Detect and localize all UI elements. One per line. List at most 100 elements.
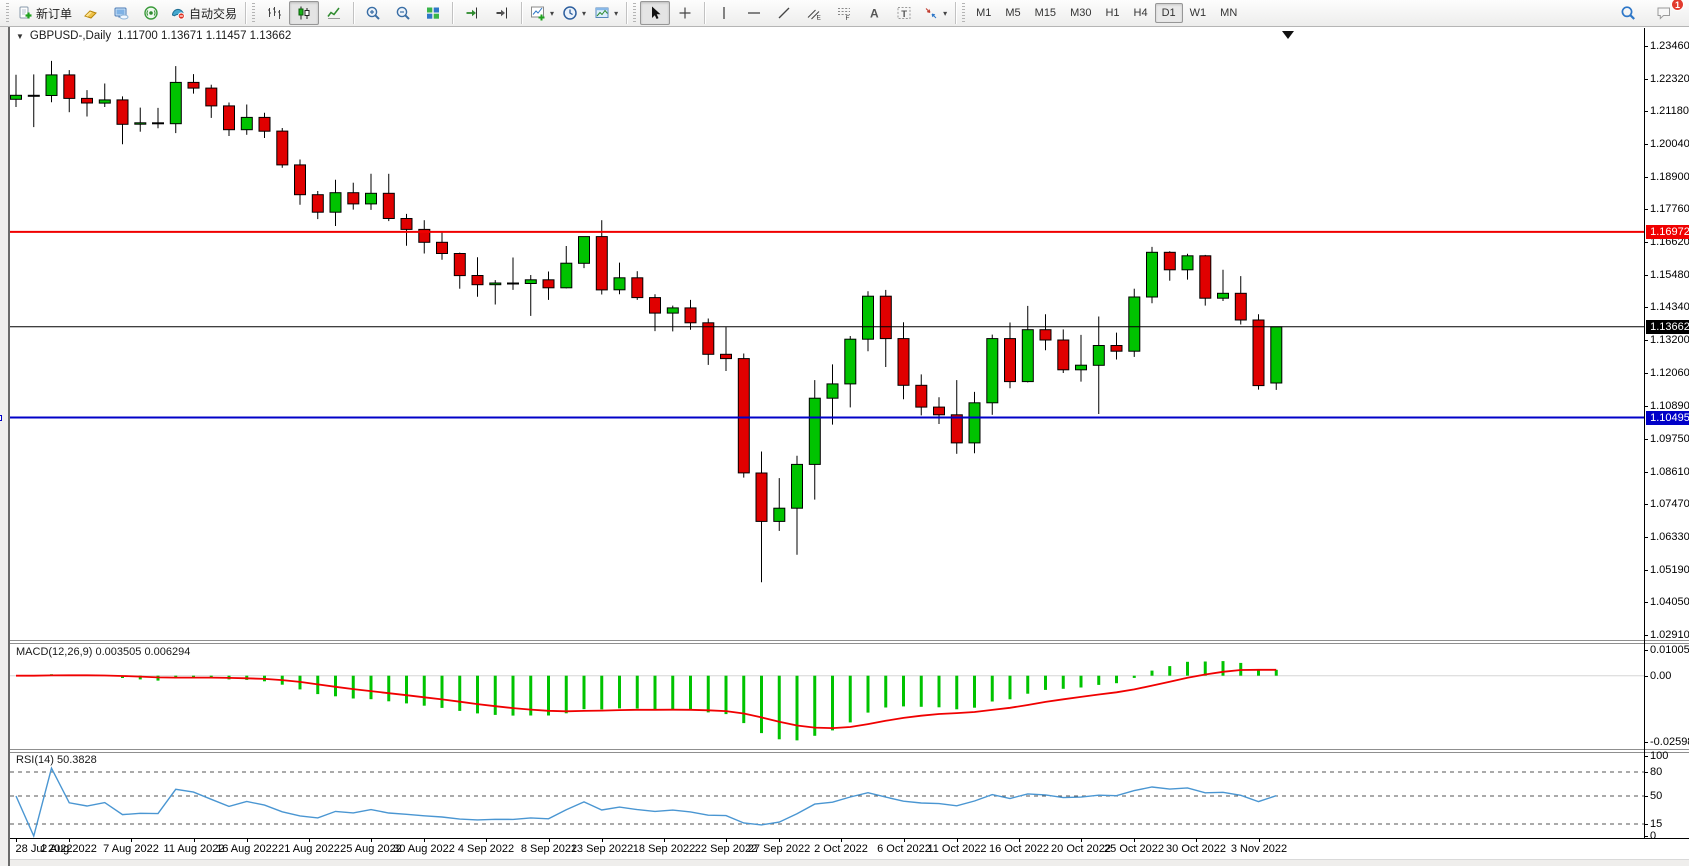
- periods-button[interactable]: ▾: [558, 1, 590, 25]
- crosshair-button[interactable]: [670, 1, 700, 25]
- templates-button[interactable]: ▾: [590, 1, 622, 25]
- timeframe-M15[interactable]: M15: [1034, 7, 1057, 19]
- price-axis-tick: [1644, 340, 1648, 341]
- date-label: 11 Aug 2022: [163, 843, 225, 855]
- rsi-pane[interactable]: [10, 752, 1644, 838]
- chart-shift-button[interactable]: [487, 1, 517, 25]
- zoom-out-button[interactable]: [388, 1, 418, 25]
- trendline-icon: [776, 5, 792, 21]
- rsi-value: 50.3828: [56, 754, 97, 766]
- cursor-button[interactable]: [640, 1, 671, 25]
- price-chart-canvas[interactable]: [10, 28, 1644, 640]
- date-label: 27 Sep 2022: [747, 843, 811, 855]
- svg-text:F: F: [846, 15, 850, 21]
- macd-axis-label: 0.00: [1650, 670, 1672, 682]
- price-axis-label: 1.07470: [1650, 498, 1689, 510]
- time-axis-tick: [664, 838, 665, 842]
- macd-axis-tick: [1644, 650, 1648, 651]
- toolbar-grip[interactable]: [6, 3, 9, 23]
- zoom-out-icon: [395, 5, 411, 21]
- timeframe-toolbar: M1 M5 M15 M30 H1 H4 D1 W1 MN: [969, 3, 1244, 23]
- price-axis-label: 1.02910: [1650, 629, 1689, 641]
- timeframe-M5[interactable]: M5: [1005, 7, 1021, 19]
- time-axis-tick: [726, 838, 727, 842]
- price-axis-label: 1.10890: [1650, 400, 1689, 412]
- price-axis-label: 1.09750: [1650, 433, 1689, 445]
- chart-shift-marker[interactable]: [1282, 31, 1294, 39]
- time-axis-tick: [1081, 838, 1082, 842]
- candlestick-chart-button[interactable]: [289, 1, 320, 25]
- rsi-label: RSI(14): [16, 754, 54, 766]
- horizontal-line-button[interactable]: [739, 1, 769, 25]
- metaeditor-button[interactable]: [76, 1, 106, 25]
- signals-button[interactable]: [136, 1, 166, 25]
- virtual-hosting-button[interactable]: [106, 1, 136, 25]
- timeframe-MN[interactable]: MN: [1220, 7, 1238, 19]
- timeframe-D1[interactable]: D1: [1154, 3, 1183, 23]
- date-label: 2 Oct 2022: [814, 843, 868, 855]
- time-axis-tick: [371, 838, 372, 842]
- timeframe-H4[interactable]: H4: [1133, 7, 1148, 19]
- macd-pane[interactable]: [10, 644, 1644, 749]
- crosshair-icon: [677, 5, 693, 21]
- arrows-button[interactable]: ▾: [919, 1, 951, 25]
- dropdown-arrow-icon: ▾: [582, 8, 587, 18]
- window-bottom-edge: [10, 859, 1689, 866]
- timeframe-W1[interactable]: W1: [1189, 7, 1207, 19]
- toolbar-grip[interactable]: [252, 3, 256, 23]
- new-order-button[interactable]: 新订单: [13, 1, 76, 25]
- support-line-badge: 1.10495: [1646, 411, 1689, 425]
- hline-drag-handle[interactable]: [0, 415, 2, 421]
- rsi-axis-tick: [1644, 756, 1648, 757]
- price-axis-line: [1644, 28, 1645, 838]
- zoom-in-icon: [365, 5, 381, 21]
- notifications-button[interactable]: 1: [1649, 0, 1684, 25]
- time-axis-tick: [779, 838, 780, 842]
- timeframe-M30[interactable]: M30: [1070, 7, 1092, 19]
- timeframe-H1[interactable]: H1: [1105, 7, 1120, 19]
- text-button[interactable]: A: [859, 1, 889, 25]
- bar-chart-button[interactable]: [259, 1, 289, 25]
- pane-separator[interactable]: [10, 749, 1689, 753]
- collapse-arrow-icon[interactable]: ▼: [16, 31, 24, 41]
- vertical-line-button[interactable]: [709, 1, 739, 25]
- time-axis-tick: [1259, 838, 1260, 842]
- macd-label: MACD(12,26,9): [16, 646, 93, 658]
- line-chart-button[interactable]: [319, 1, 349, 25]
- date-label: 13 Sep 2022: [570, 843, 634, 855]
- zoom-in-button[interactable]: [358, 1, 388, 25]
- time-axis-tick: [194, 838, 195, 842]
- autotrading-button[interactable]: 自动交易: [166, 1, 241, 25]
- toolbar-grip[interactable]: [633, 3, 637, 23]
- pane-separator[interactable]: [10, 640, 1689, 644]
- toolbar-separator: [955, 2, 957, 24]
- price-axis-tick: [1644, 209, 1648, 210]
- notification-count-badge: 1: [1671, 0, 1684, 11]
- date-label: 25 Aug 2022: [340, 843, 402, 855]
- toolbar-grip[interactable]: [962, 3, 966, 23]
- hosting-monitor-icon: [113, 5, 129, 21]
- fibonacci-button[interactable]: F: [829, 1, 859, 25]
- rsi-label-row: RSI(14) 50.3828: [16, 754, 97, 766]
- autotrading-label: 自动交易: [189, 6, 238, 21]
- timeframe-M1[interactable]: M1: [976, 7, 992, 19]
- indicators-button[interactable]: ▾: [526, 1, 558, 25]
- search-button[interactable]: [1613, 1, 1643, 25]
- date-label: 7 Aug 2022: [103, 843, 159, 855]
- price-axis-label: 1.06330: [1650, 531, 1689, 543]
- price-axis-label: 1.23460: [1650, 40, 1689, 52]
- price-axis-label: 1.18900: [1650, 171, 1689, 183]
- macd-signal-value: 0.006294: [144, 646, 191, 658]
- auto-scroll-button[interactable]: [457, 1, 487, 25]
- tile-windows-button[interactable]: [418, 1, 448, 25]
- price-axis-label: 1.17760: [1650, 203, 1689, 215]
- price-axis-tick: [1644, 46, 1648, 47]
- price-axis-tick: [1644, 635, 1648, 636]
- trendline-button[interactable]: [769, 1, 799, 25]
- chart-ohlc-values: 1.11700 1.13671 1.11457 1.13662: [117, 30, 292, 42]
- equidistant-channel-button[interactable]: E: [799, 1, 829, 25]
- text-label-button[interactable]: T: [889, 1, 919, 25]
- price-axis-tick: [1644, 144, 1648, 145]
- toolbar-separator: [521, 2, 523, 24]
